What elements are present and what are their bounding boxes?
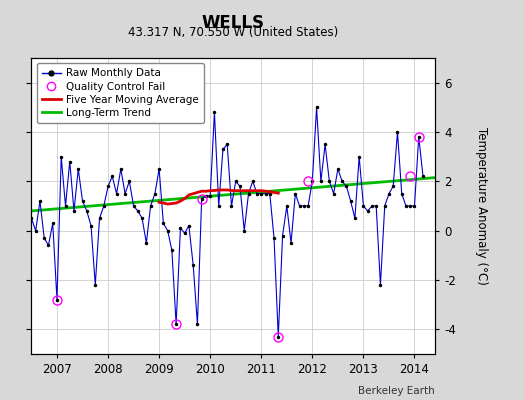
- Text: Berkeley Earth: Berkeley Earth: [358, 386, 435, 396]
- Text: WELLS: WELLS: [202, 14, 265, 32]
- Y-axis label: Temperature Anomaly (°C): Temperature Anomaly (°C): [475, 127, 488, 285]
- Legend: Raw Monthly Data, Quality Control Fail, Five Year Moving Average, Long-Term Tren: Raw Monthly Data, Quality Control Fail, …: [37, 63, 204, 123]
- Text: 43.317 N, 70.550 W (United States): 43.317 N, 70.550 W (United States): [128, 26, 339, 39]
